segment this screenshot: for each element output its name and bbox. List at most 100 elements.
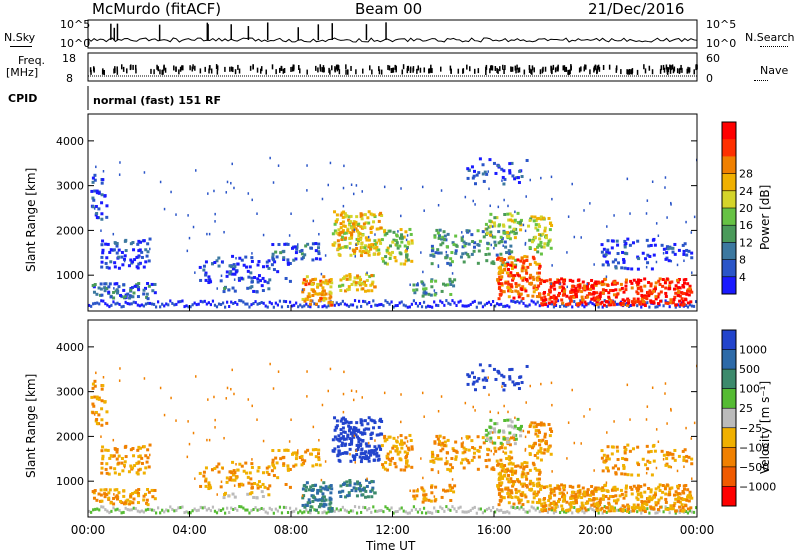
- data-cell: [595, 488, 599, 492]
- data-cell: [656, 508, 660, 512]
- data-cell: [686, 289, 690, 293]
- data-cell: [137, 445, 141, 449]
- data-cell: [542, 506, 546, 510]
- freq-mark: [163, 65, 165, 71]
- data-cell: [471, 176, 475, 180]
- data-cell: [595, 507, 599, 511]
- data-cell: [314, 257, 318, 261]
- freq-mark: [539, 69, 542, 75]
- ground-scatter-cell: [217, 302, 221, 306]
- data-cell: [678, 294, 682, 298]
- data-cell: [649, 243, 653, 247]
- ground-scatter-cell: [416, 510, 420, 514]
- data-cell: [509, 283, 513, 287]
- data-cell: [672, 504, 676, 508]
- data-cell: [364, 283, 368, 287]
- data-cell: [549, 289, 553, 293]
- data-cell: [348, 442, 352, 446]
- ground-scatter-cell: [518, 507, 521, 511]
- data-cell: [686, 488, 690, 492]
- data-cell: [685, 454, 689, 458]
- freq-mark: [90, 69, 92, 75]
- data-cell: [553, 287, 557, 291]
- data-cell: [498, 483, 502, 487]
- data-cell: [373, 448, 377, 452]
- sparse-cell: [214, 220, 216, 223]
- data-cell: [311, 258, 315, 262]
- ground-scatter-cell: [424, 305, 428, 309]
- data-cell: [389, 244, 393, 248]
- ground-scatter-cell: [295, 507, 298, 511]
- data-cell: [591, 286, 595, 290]
- ground-scatter-cell: [323, 304, 326, 308]
- data-cell: [256, 483, 260, 487]
- data-cell: [379, 211, 383, 215]
- ground-scatter-cell: [264, 304, 267, 308]
- data-cell: [322, 502, 326, 506]
- data-cell: [120, 456, 124, 460]
- data-cell: [306, 448, 310, 452]
- data-cell: [626, 267, 630, 271]
- sparse-cell: [489, 204, 491, 208]
- data-cell: [107, 285, 111, 289]
- data-cell: [643, 277, 647, 281]
- data-cell: [355, 288, 359, 292]
- data-cell: [649, 506, 653, 510]
- data-cell: [360, 213, 364, 217]
- data-cell: [560, 289, 564, 293]
- sparse-cell: [251, 198, 253, 202]
- sparse-cell: [655, 222, 658, 225]
- data-cell: [103, 194, 107, 198]
- data-cell: [595, 303, 599, 307]
- sparse-cell: [277, 164, 280, 167]
- data-cell: [345, 483, 349, 487]
- data-cell: [331, 232, 335, 236]
- ground-scatter-cell: [355, 511, 359, 515]
- data-cell: [590, 297, 594, 301]
- data-cell: [503, 258, 507, 262]
- data-cell: [461, 458, 465, 462]
- data-cell: [599, 487, 603, 491]
- data-cell: [375, 227, 379, 231]
- freq-mark: [350, 65, 352, 71]
- data-cell: [543, 295, 547, 299]
- data-cell: [528, 444, 532, 448]
- data-cell: [539, 241, 543, 245]
- sparse-cell: [342, 204, 345, 208]
- freq-mark: [394, 64, 396, 70]
- data-cell: [410, 465, 414, 469]
- ground-scatter-cell: [479, 507, 482, 511]
- ground-scatter-cell: [234, 506, 237, 510]
- data-cell: [429, 253, 433, 257]
- data-cell: [423, 495, 427, 499]
- data-cell: [95, 216, 99, 220]
- data-cell: [282, 462, 286, 466]
- ground-scatter-cell: [313, 302, 316, 306]
- sparse-cell: [262, 233, 265, 237]
- data-cell: [632, 509, 636, 513]
- data-cell: [537, 262, 541, 266]
- data-cell: [322, 298, 326, 302]
- data-cell: [506, 230, 510, 234]
- data-cell: [342, 224, 346, 228]
- data-cell: [388, 462, 392, 466]
- data-cell: [489, 230, 493, 234]
- data-cell: [587, 497, 591, 501]
- data-cell: [629, 485, 633, 489]
- data-cell: [385, 232, 389, 236]
- data-cell: [430, 450, 434, 454]
- data-cell: [509, 469, 513, 473]
- data-cell: [508, 375, 512, 379]
- sparse-cell: [440, 189, 443, 192]
- data-cell: [316, 491, 320, 495]
- ground-scatter-cell: [656, 511, 659, 515]
- data-cell: [199, 278, 203, 282]
- freq-mark: [578, 67, 581, 73]
- data-cell: [597, 298, 601, 302]
- ground-scatter-cell: [418, 508, 422, 512]
- data-cell: [562, 286, 566, 290]
- data-cell: [526, 265, 530, 269]
- ground-scatter-cell: [337, 509, 340, 513]
- sparse-cell: [175, 213, 177, 216]
- data-cell: [405, 459, 409, 463]
